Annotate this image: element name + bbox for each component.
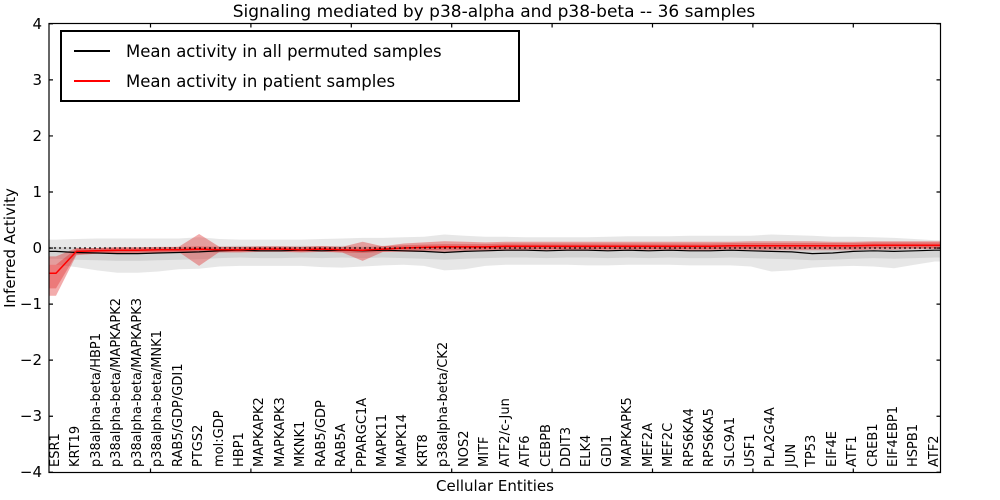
- x-tick-label: DDIT3: [559, 426, 574, 467]
- x-tick-label: MAPK14: [395, 413, 411, 467]
- x-tick-label: ATF2: [926, 435, 942, 467]
- x-tick-label: JUN: [783, 443, 799, 467]
- x-tick-label: HSPB1: [906, 423, 922, 467]
- x-tick-label: PLA2G4A: [763, 407, 779, 467]
- y-tick-label: −1: [19, 295, 42, 314]
- x-tick-label: NOS2: [456, 430, 472, 467]
- x-tick-label: RAB5A: [334, 423, 350, 467]
- legend-label-permuted: Mean activity in all permuted samples: [126, 41, 442, 61]
- x-tick-label: PPARGC1A: [354, 397, 370, 467]
- x-tick-label: PTGS2: [191, 424, 207, 467]
- x-tick-label: MAPK11: [375, 413, 391, 467]
- x-tick-label: HBP1: [231, 432, 247, 467]
- x-tick-label: ATF2/c-Jun: [497, 398, 513, 467]
- x-axis-label: Cellular Entities: [436, 477, 554, 495]
- x-tick-label: KRT19: [68, 425, 84, 467]
- x-tick-label: CREB1: [865, 423, 881, 467]
- x-tick-label: p38alpha-beta/CK2: [436, 341, 452, 467]
- legend-item-permuted: Mean activity in all permuted samples: [62, 38, 518, 64]
- x-tick-label: mol:GDP: [211, 410, 227, 467]
- x-tick-label: RAB5/GDP/GDI1: [170, 363, 186, 467]
- x-tick-label: EIF4E: [824, 430, 840, 467]
- y-tick-label: 1: [32, 182, 42, 201]
- legend-item-patient: Mean activity in patient samples: [62, 68, 518, 94]
- x-tick-label: SLC9A1: [722, 416, 738, 467]
- legend: Mean activity in all permuted samples Me…: [60, 30, 520, 102]
- x-tick-label: p38alpha-beta/MAPKAPK2: [109, 298, 125, 467]
- x-tick-label: MAPKAPK2: [252, 397, 268, 467]
- x-tick-label: p38alpha-beta/MNK1: [150, 330, 166, 467]
- patient-range-inner-band: [49, 242, 941, 289]
- x-tick-label: MEF2C: [661, 422, 677, 467]
- patient-line-sample: [74, 80, 110, 82]
- x-tick-label: TP53: [804, 434, 820, 467]
- x-tick-label: ELK4: [579, 434, 595, 467]
- x-tick-label: ATF6: [518, 435, 534, 467]
- x-tick-label: RAB5/GDP: [313, 400, 329, 467]
- x-tick-label: MITF: [477, 436, 493, 467]
- y-tick-label: 2: [32, 126, 42, 145]
- y-tick-label: 0: [32, 239, 42, 258]
- x-tick-label: GDI1: [599, 434, 615, 467]
- permuted-range-outer-band: [49, 234, 941, 273]
- x-tick-label: KRT8: [415, 434, 431, 467]
- x-tick-label: EIF4EBP1: [886, 405, 902, 467]
- y-tick-label: −2: [19, 351, 42, 370]
- x-tick-label: MAPKAPK3: [272, 397, 288, 467]
- x-tick-label: p38alpha-beta/HBP1: [88, 332, 104, 467]
- x-tick-label: USF1: [742, 433, 758, 467]
- x-tick-label: RPS6KA5: [702, 408, 718, 467]
- x-tick-label: p38alpha-beta/MAPKAPK3: [129, 298, 145, 467]
- chart-title: Signaling mediated by p38-alpha and p38-…: [232, 2, 756, 22]
- x-tick-label: CEBPB: [538, 424, 554, 467]
- y-tick-label: 4: [32, 14, 42, 33]
- x-tick-label: RPS6KA4: [681, 408, 697, 467]
- x-tick-label: ESR1: [48, 433, 63, 467]
- y-tick-label: −4: [19, 463, 42, 482]
- legend-label-patient: Mean activity in patient samples: [126, 71, 396, 91]
- permuted-line-sample: [74, 50, 110, 52]
- x-tick-label: MAPKAPK5: [620, 397, 636, 467]
- x-tick-label: MKNK1: [293, 420, 309, 467]
- axis-ticks: [49, 23, 941, 473]
- patient-mean-line: [49, 244, 941, 274]
- x-tick-label: MEF2A: [640, 422, 656, 467]
- x-tick-label: ATF1: [845, 435, 861, 467]
- y-tick-label: −3: [19, 407, 42, 426]
- permuted-mean-line: [49, 249, 941, 255]
- y-tick-label: 3: [32, 70, 42, 89]
